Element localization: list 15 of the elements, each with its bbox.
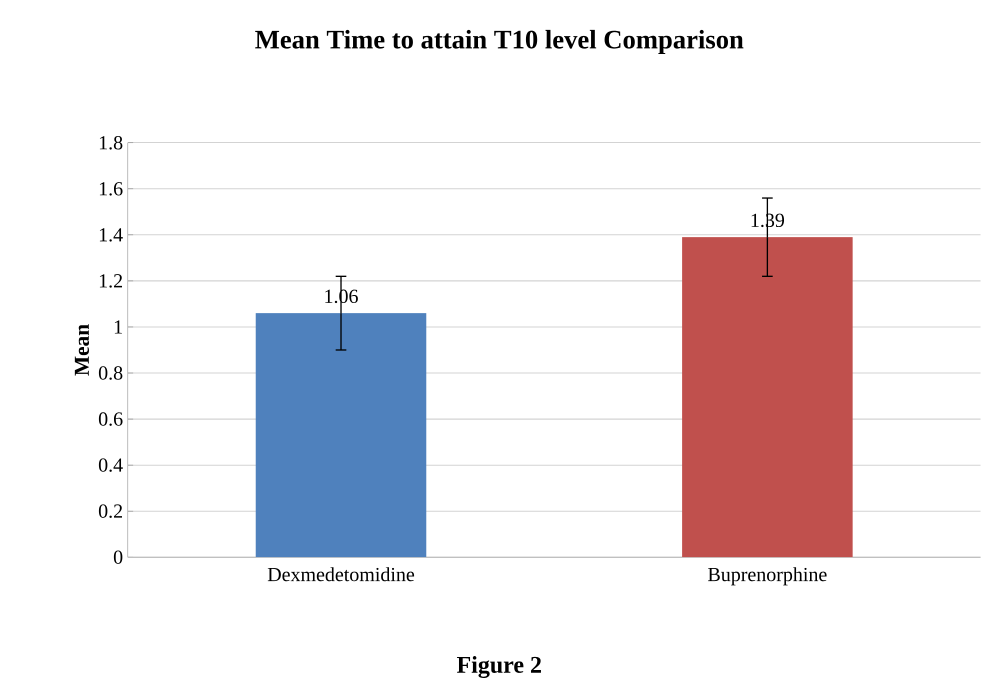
caption: Figure 2 <box>456 656 541 678</box>
y-axis-title: Mean <box>74 324 90 376</box>
y-tick-label: 1 <box>114 320 122 334</box>
y-tick-label: 1.6 <box>100 182 123 196</box>
y-tick-label: 0.6 <box>98 412 123 426</box>
y-tick-label: 1.2 <box>100 274 122 288</box>
y-tick-label: 1.8 <box>100 136 122 150</box>
y-tick-label: 0.8 <box>98 366 122 380</box>
y-tick-label: 0.2 <box>98 504 122 518</box>
x-tick-label: Dexmedetomidine <box>268 567 414 582</box>
chart-title: Mean Time to attain T10 level Comparison <box>255 30 744 54</box>
y-tick-label: 1.4 <box>100 228 123 242</box>
y-tick-label: 0 <box>114 550 122 564</box>
y-tick-label: 0.4 <box>98 458 123 472</box>
x-tick-label: Buprenorphine <box>708 567 827 586</box>
